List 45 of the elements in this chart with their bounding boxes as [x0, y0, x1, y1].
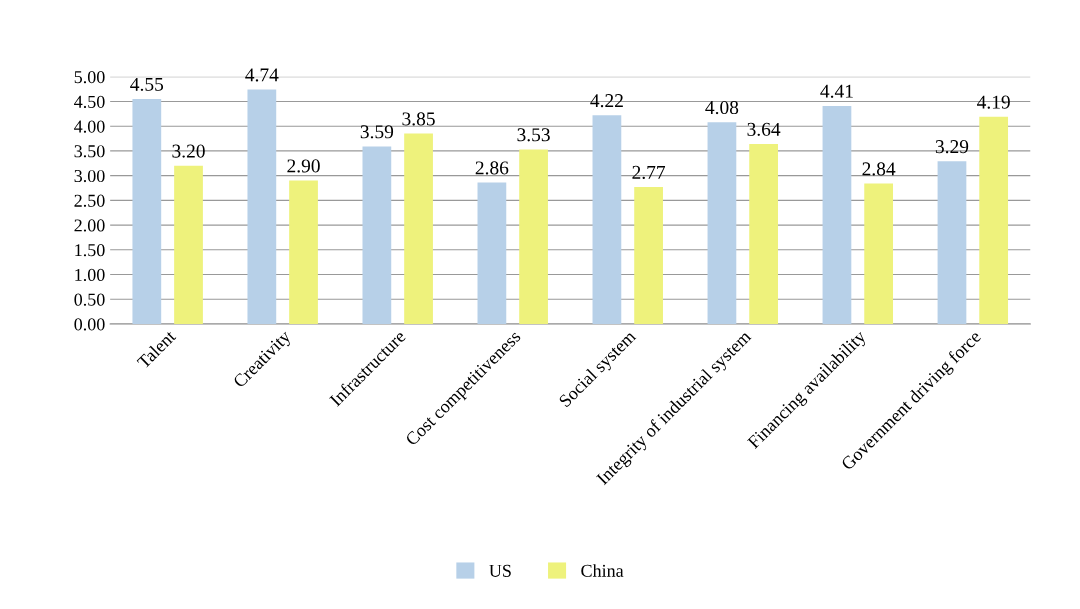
data-label: 4.74	[245, 68, 279, 82]
data-label: 2.84	[862, 162, 896, 176]
data-label: 2.90	[287, 159, 320, 173]
data-label: 2.77	[632, 165, 666, 179]
bar	[289, 180, 318, 324]
data-label: 4.55	[130, 77, 164, 91]
bar	[132, 98, 162, 324]
data-label: 3.29	[935, 140, 969, 154]
data-label: 2.86	[475, 161, 509, 175]
bar	[362, 146, 392, 324]
data-label: 3.20	[172, 144, 205, 158]
bar	[404, 133, 433, 324]
data-label: 3.59	[360, 125, 394, 139]
y-tick-label: 1.50	[75, 244, 105, 257]
y-tick-label: 3.50	[74, 145, 105, 158]
bar	[174, 165, 203, 324]
y-tick-label: 2.00	[74, 219, 105, 232]
data-label: 3.64	[747, 122, 781, 136]
bar	[634, 187, 663, 324]
y-tick-label: 4.50	[74, 95, 105, 108]
bar	[749, 143, 778, 324]
bar	[864, 183, 894, 324]
legend-label: US	[489, 564, 511, 577]
y-tick-label: 2.50	[74, 194, 105, 207]
y-tick-label: 4.00	[74, 120, 105, 133]
data-label: 3.85	[402, 112, 435, 126]
bar	[519, 149, 548, 324]
bar	[592, 115, 622, 324]
data-label: 4.19	[977, 95, 1010, 109]
bar	[247, 89, 277, 324]
data-label: 3.53	[517, 128, 550, 142]
data-label: 4.08	[705, 100, 739, 115]
bar	[822, 105, 852, 324]
bar	[707, 122, 737, 324]
y-tick-label: 0.00	[74, 318, 105, 331]
bar	[937, 161, 967, 324]
legend-label: China	[581, 564, 624, 577]
y-tick-label: 3.00	[74, 169, 105, 183]
data-label: 4.41	[820, 84, 853, 98]
bar	[477, 182, 507, 324]
data-label: 4.22	[590, 94, 623, 108]
bar	[979, 116, 1009, 324]
y-tick-label: 5.00	[74, 70, 105, 84]
y-tick-label: 0.50	[74, 293, 105, 306]
y-tick-label: 1.00	[75, 268, 105, 282]
